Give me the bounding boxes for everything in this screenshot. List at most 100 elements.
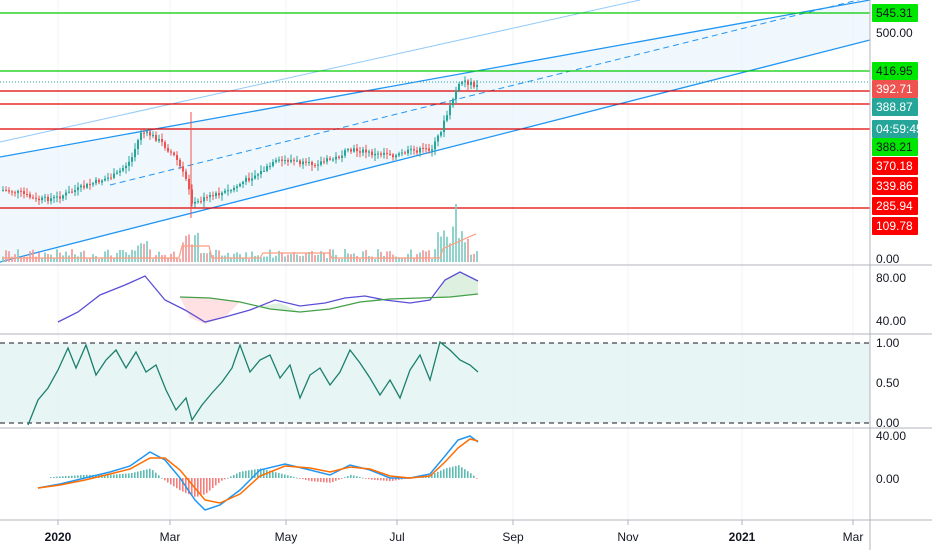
osc3-hist-bar [314, 478, 316, 482]
osc3-hist-bar [188, 478, 190, 495]
time-tick-label: Mar [160, 530, 181, 544]
candle-body [212, 195, 214, 197]
volume-bar [455, 204, 457, 262]
price-axis-labels[interactable]: 545.31 500.00 416.95 392.71 388.87 04:59:45 38… [872, 4, 923, 266]
osc3-hist-bar [248, 470, 250, 478]
candle-body [377, 153, 379, 155]
oscillator-1-panel[interactable] [57, 271, 479, 324]
osc3-hist-bar [449, 467, 451, 478]
candle-body [116, 172, 118, 174]
volume-bar [101, 257, 103, 262]
price-tag[interactable]: 0.00 [876, 252, 900, 266]
volume-bar [395, 256, 397, 262]
price-tag[interactable]: 370.18 [872, 157, 918, 175]
candle-body [194, 201, 196, 204]
candle-body [29, 194, 31, 198]
osc3-hist-bar [125, 473, 127, 478]
oscillator-3-panel[interactable] [37, 435, 479, 511]
volume-bar [71, 249, 73, 262]
osc3-hist-bar [284, 474, 286, 478]
osc3-hist-bar [131, 472, 133, 478]
osc1-main-line [57, 271, 479, 323]
osc3-hist-bar [173, 478, 175, 487]
price-tag[interactable]: 04:59:45 [872, 120, 923, 138]
price-tag[interactable]: 388.21 [872, 138, 918, 156]
candle-body [386, 152, 388, 154]
price-tag[interactable]: 285.94 [872, 197, 918, 215]
price-tag[interactable]: 545.31 [872, 4, 918, 22]
price-tag[interactable]: 339.86 [872, 177, 918, 195]
volume-bar [104, 251, 106, 262]
osc3-hist-bar [140, 470, 142, 478]
volume-bar [5, 250, 7, 262]
volume-bar [419, 252, 421, 262]
candle-body [122, 168, 124, 171]
candle-body [269, 165, 271, 167]
osc3-hist-bar [200, 478, 202, 496]
osc3-hist-bar [302, 478, 304, 480]
osc3-hist-bar [206, 478, 208, 494]
osc3-hist-bar [110, 474, 112, 478]
osc3-hist-bar [176, 478, 178, 489]
volume-bar [17, 249, 19, 262]
volume-bar [254, 255, 256, 262]
osc3-hist-bar [353, 475, 355, 478]
price-tag[interactable]: 500.00 [876, 26, 913, 40]
price-tag[interactable]: 109.78 [872, 217, 918, 235]
volume-bar [23, 256, 25, 262]
candle-body [455, 90, 457, 100]
candle-body [179, 159, 181, 167]
price-tag-label: 109.78 [876, 219, 913, 233]
volume-bar [203, 252, 205, 262]
osc3-hist-bar [395, 478, 397, 481]
osc3-hist-bar [254, 469, 256, 478]
osc3-macd-line [37, 435, 479, 511]
candle-body [374, 153, 376, 156]
oscillator-2-panel[interactable] [0, 340, 870, 426]
volume-bar [209, 251, 211, 262]
candle-body [296, 160, 298, 162]
volume-bar [65, 251, 67, 262]
candle-body [134, 149, 136, 158]
osc3-hist-bar [257, 468, 259, 478]
volume-bar [191, 244, 193, 262]
volume-bar [284, 256, 286, 262]
osc3-histogram [50, 465, 478, 497]
candle-body [23, 191, 25, 194]
osc3-hist-bar [362, 477, 364, 479]
price-tag-bg [872, 80, 918, 98]
price-tag-label: 416.95 [876, 64, 913, 78]
volume-bar [287, 254, 289, 262]
price-tag-bg [872, 157, 918, 175]
volume-bar [341, 258, 343, 262]
volume-bar [302, 255, 304, 262]
price-panel[interactable] [0, 0, 870, 263]
osc3-hist-bar [62, 476, 64, 478]
osc3-hist-bar [236, 473, 238, 478]
time-tick-label: Sep [502, 530, 524, 544]
candle-body [14, 192, 16, 194]
candle-body [248, 177, 250, 181]
osc3-hist-bar [470, 473, 472, 478]
price-tag[interactable]: 392.71 [872, 80, 918, 98]
candle-body [95, 179, 97, 184]
price-tag-bg [872, 138, 918, 156]
osc3-hist-bar [443, 469, 445, 478]
osc3-hist-bar [230, 476, 232, 478]
candle-body [311, 161, 313, 166]
osc3-hist-bar [197, 478, 199, 497]
osc3-hist-bar [77, 475, 79, 478]
candle-body [305, 161, 307, 163]
volume-bar [89, 257, 91, 262]
osc3-hist-bar [458, 465, 460, 478]
osc3-hist-bar [263, 469, 265, 478]
price-tag[interactable]: 388.87 [872, 98, 918, 116]
time-axis[interactable]: 2020 Mar May Jul Sep Nov 2021 Mar [45, 520, 864, 544]
osc3-hist-bar [251, 469, 253, 478]
volume-bar [257, 255, 259, 262]
volume-bar [53, 257, 55, 262]
price-tag[interactable]: 416.95 [872, 62, 918, 80]
volume-bar [206, 253, 208, 262]
candle-body [299, 160, 301, 165]
